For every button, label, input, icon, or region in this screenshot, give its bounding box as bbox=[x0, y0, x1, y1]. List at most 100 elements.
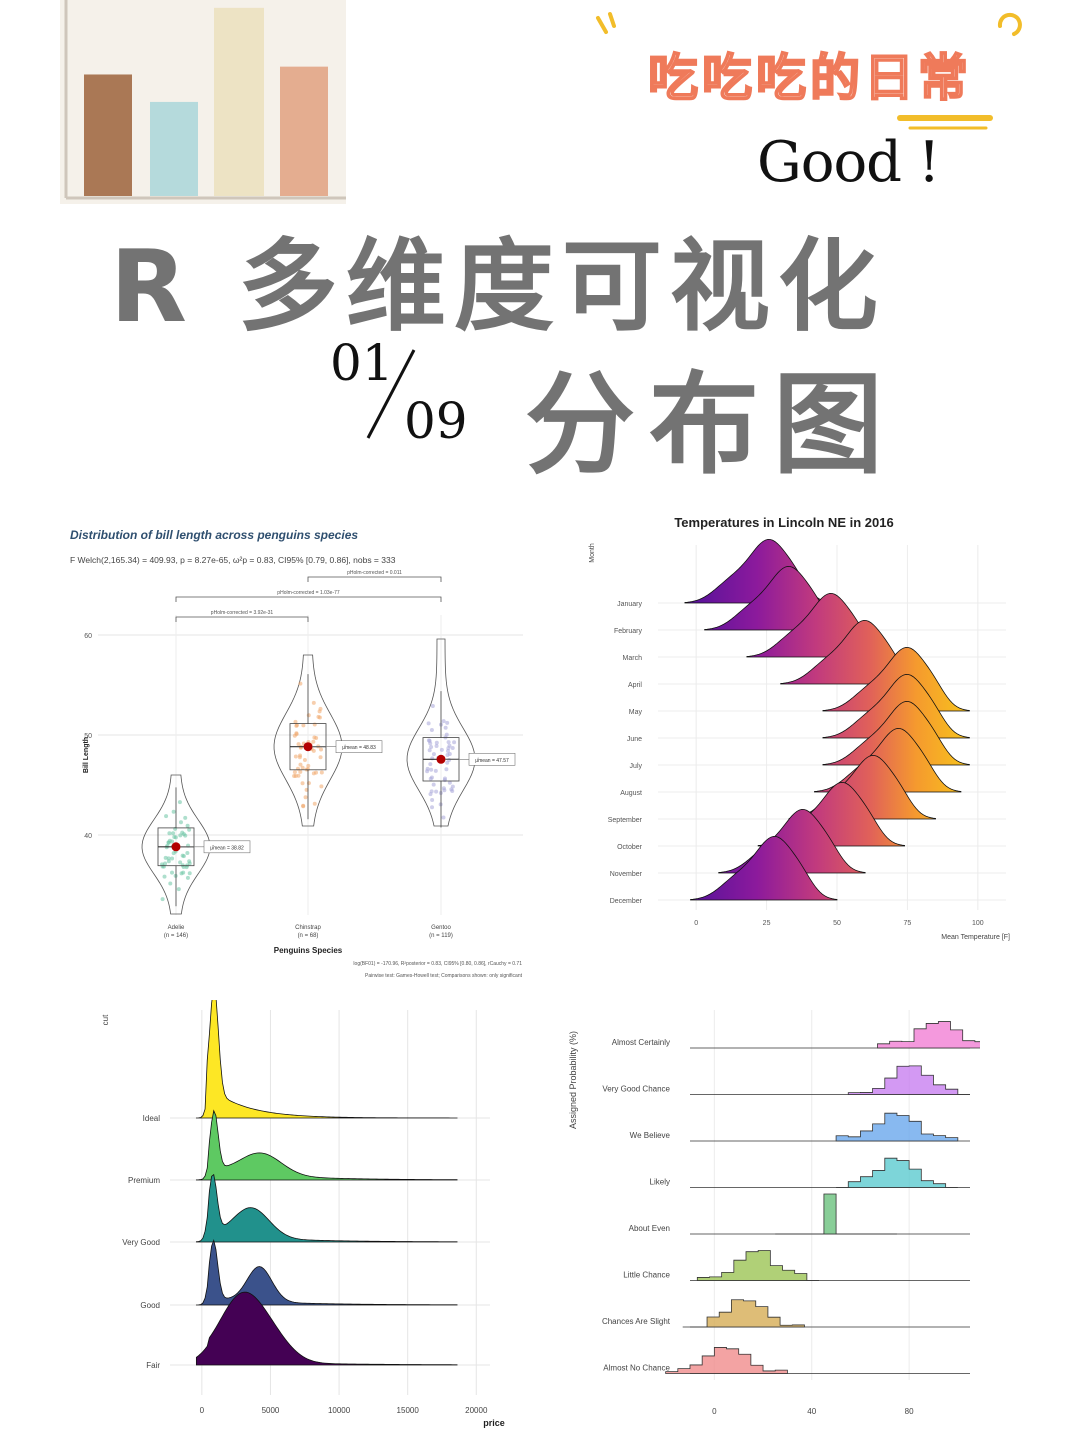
violin-chart: Distribution of bill length across pengu… bbox=[70, 528, 523, 979]
x-tick-count: (n = 146) bbox=[164, 933, 188, 939]
x-tick-label: 50 bbox=[833, 920, 841, 927]
ridge-may bbox=[822, 647, 970, 712]
data-point bbox=[168, 881, 173, 886]
histogram-likely bbox=[836, 1157, 958, 1188]
data-point bbox=[293, 719, 298, 724]
y-tick-label: We Believe bbox=[630, 1131, 671, 1140]
data-point bbox=[183, 815, 188, 820]
histogram-little-chance bbox=[696, 1250, 820, 1281]
x-axis-label: Penguins Species bbox=[274, 946, 343, 955]
comparison-bracket bbox=[175, 616, 309, 622]
data-point bbox=[429, 767, 434, 772]
data-point bbox=[163, 855, 168, 860]
doodle-bar bbox=[84, 74, 132, 196]
data-point bbox=[317, 709, 322, 714]
comparison-bracket bbox=[175, 596, 442, 602]
data-point bbox=[171, 831, 176, 836]
histogram-very-good-chance bbox=[847, 1065, 970, 1095]
x-axis-label: Mean Temperature [F] bbox=[941, 934, 1010, 941]
data-point bbox=[177, 800, 182, 805]
data-point bbox=[294, 723, 299, 728]
y-tick-label: Likely bbox=[650, 1178, 670, 1187]
y-tick-label: Almost Certainly bbox=[612, 1038, 670, 1047]
data-point bbox=[160, 864, 165, 869]
page-title: R 多维度可视化 bbox=[110, 228, 886, 345]
data-point bbox=[441, 719, 446, 724]
data-point bbox=[425, 769, 430, 774]
price-ridgeline-chart: cut 0 5000 10000 15000 20000 Ideal Premium Very… bbox=[101, 1000, 505, 1428]
y-tick-label: May bbox=[629, 709, 643, 716]
ridge-premium bbox=[195, 1109, 458, 1181]
x-tick-label: 80 bbox=[905, 1407, 914, 1416]
data-point bbox=[301, 804, 306, 809]
histogram-about-even bbox=[775, 1193, 897, 1235]
x-axis-label: price bbox=[483, 1418, 505, 1428]
data-point bbox=[176, 887, 181, 892]
x-tick-label: 75 bbox=[904, 920, 912, 927]
data-point bbox=[446, 740, 451, 745]
data-point bbox=[445, 760, 450, 765]
mean-label: μ̂mean = 48.83 bbox=[342, 745, 376, 751]
data-point bbox=[431, 782, 436, 787]
data-point bbox=[302, 758, 307, 763]
data-point bbox=[173, 826, 178, 831]
ridge-december bbox=[690, 836, 838, 901]
y-tick-label: 60 bbox=[84, 633, 92, 640]
data-point bbox=[178, 833, 183, 838]
data-point bbox=[180, 863, 185, 868]
data-point bbox=[293, 754, 298, 759]
mean-label-box bbox=[203, 840, 251, 854]
x-tick-label: 0 bbox=[712, 1407, 717, 1416]
data-point bbox=[298, 769, 303, 774]
data-point bbox=[434, 740, 439, 745]
data-point bbox=[160, 897, 165, 902]
page-number: 01 bbox=[330, 338, 394, 392]
data-point bbox=[444, 767, 449, 772]
temperature-ridgeline-chart: Temperatures in Lincoln NE in 2016 Month… bbox=[589, 515, 1010, 941]
data-point bbox=[187, 827, 192, 832]
y-tick-label: 40 bbox=[84, 833, 92, 840]
y-tick-label: September bbox=[608, 817, 643, 824]
data-point bbox=[306, 781, 311, 786]
data-point bbox=[430, 805, 435, 810]
data-point bbox=[429, 728, 434, 733]
data-point bbox=[450, 784, 455, 789]
x-tick-label: Adelie bbox=[168, 925, 185, 931]
y-tick-label: Fair bbox=[146, 1361, 160, 1370]
ridge-fair bbox=[195, 1291, 458, 1366]
data-point bbox=[294, 732, 299, 737]
data-point bbox=[450, 789, 455, 794]
data-point bbox=[170, 870, 175, 875]
probability-histogram-ridgeline: Assigned Probability (%) 0 40 80 Almost Cer… bbox=[568, 1010, 980, 1416]
mean-label: μ̂mean = 38.82 bbox=[210, 845, 244, 851]
y-tick-label: February bbox=[614, 628, 643, 635]
data-point bbox=[162, 874, 167, 879]
data-point bbox=[163, 861, 168, 866]
comparison-bracket bbox=[307, 576, 442, 582]
data-point bbox=[434, 789, 439, 794]
data-point bbox=[180, 853, 185, 858]
x-tick-count: (n = 119) bbox=[429, 933, 453, 939]
x-tick-label: 20000 bbox=[465, 1406, 488, 1415]
y-tick-label: December bbox=[610, 898, 643, 905]
data-point bbox=[433, 768, 438, 773]
data-point bbox=[452, 740, 457, 745]
data-point bbox=[306, 713, 311, 718]
data-point bbox=[185, 875, 190, 880]
data-point bbox=[300, 765, 305, 770]
y-tick-label: Very Good bbox=[122, 1238, 160, 1247]
data-point bbox=[426, 721, 431, 726]
bar-doodle-illustration bbox=[60, 0, 346, 204]
data-point bbox=[170, 856, 175, 861]
y-tick-label: Almost No Chance bbox=[603, 1364, 670, 1373]
y-tick-label: July bbox=[630, 763, 643, 770]
data-point bbox=[172, 834, 177, 839]
x-tick-label: 25 bbox=[763, 920, 771, 927]
data-point bbox=[428, 762, 433, 767]
ridge-very-good bbox=[195, 1173, 458, 1243]
mean-label-box bbox=[335, 740, 383, 753]
data-point bbox=[441, 815, 446, 820]
data-point bbox=[296, 742, 301, 747]
data-point bbox=[164, 814, 169, 819]
data-point bbox=[293, 774, 298, 779]
